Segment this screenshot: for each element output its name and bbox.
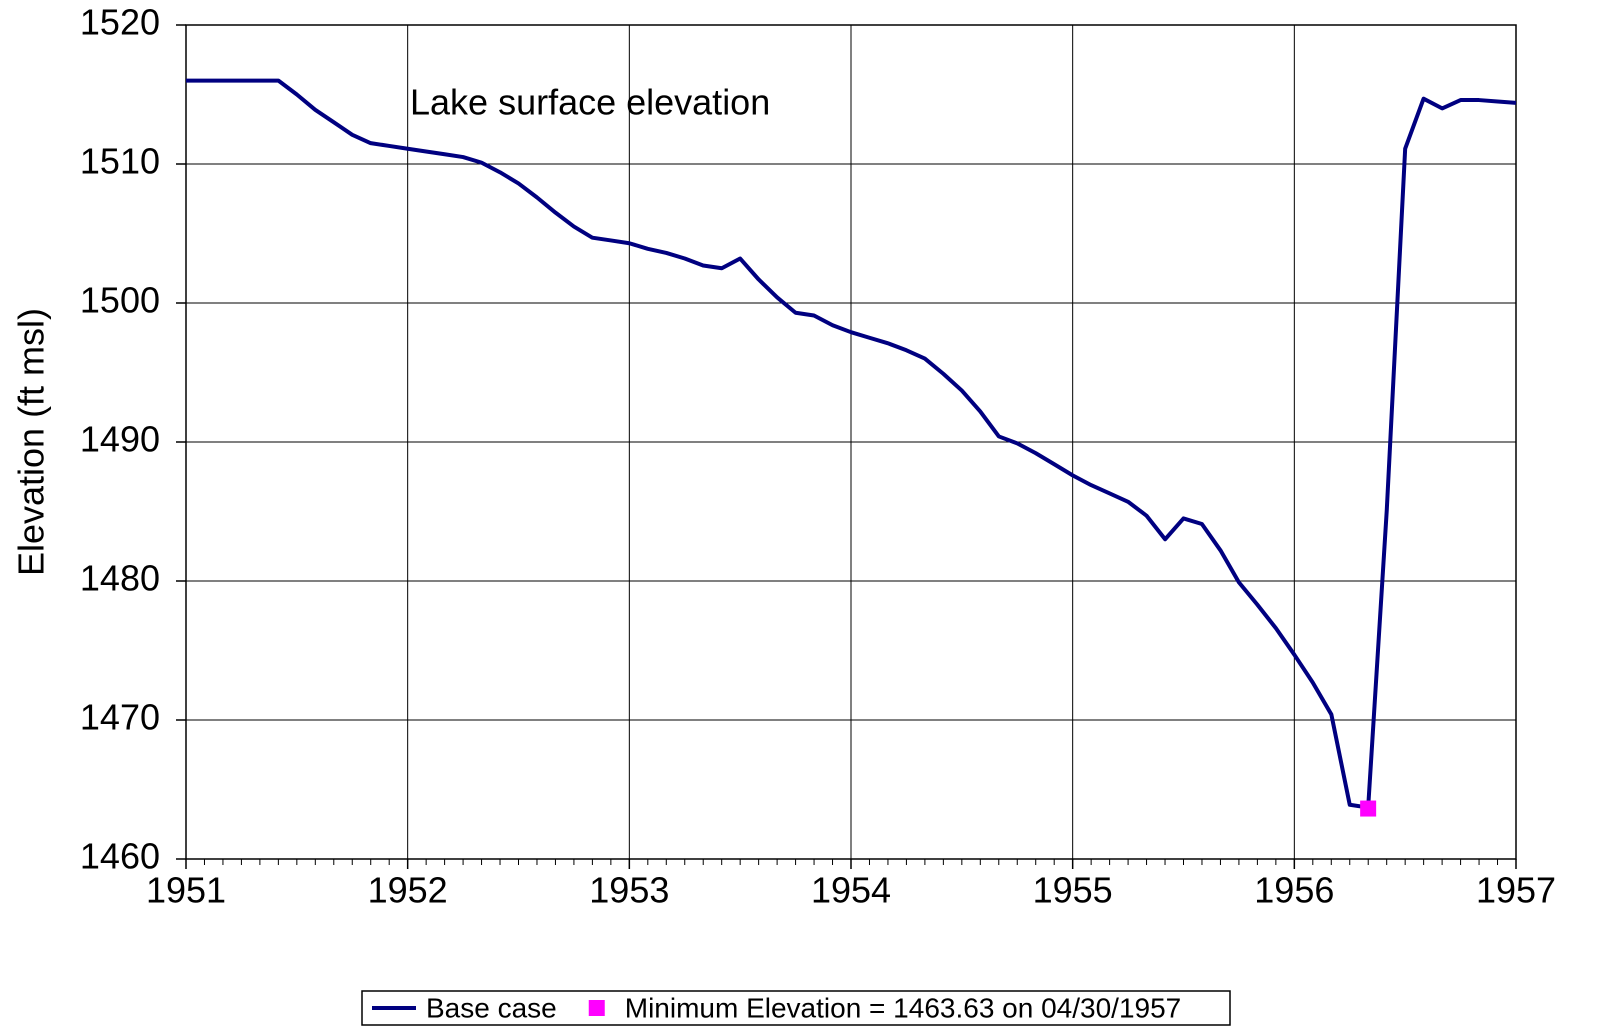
legend-swatch xyxy=(588,1000,605,1016)
y-tick-label: 1460 xyxy=(80,836,160,877)
min-marker xyxy=(1360,800,1377,817)
legend-label: Base case xyxy=(426,992,557,1023)
y-tick-label: 1490 xyxy=(80,419,160,460)
x-tick-label: 1956 xyxy=(1254,870,1334,911)
y-tick-label: 1480 xyxy=(80,558,160,599)
plot-frame xyxy=(185,24,1517,860)
y-tick-label: 1500 xyxy=(80,280,160,321)
x-tick-label: 1953 xyxy=(589,870,669,911)
y-tick-label: 1510 xyxy=(80,141,160,182)
x-tick-label: 1951 xyxy=(146,870,226,911)
x-tick-label: 1952 xyxy=(368,870,448,911)
x-tick-label: 1957 xyxy=(1476,870,1556,911)
line-series xyxy=(186,78,1517,810)
legend-box xyxy=(361,990,1231,1026)
annotation: Lake surface elevation xyxy=(410,82,770,123)
legend-label: Minimum Elevation = 1463.63 on 04/30/195… xyxy=(625,992,1182,1023)
y-tick-label: 1520 xyxy=(80,2,160,43)
x-tick-label: 1954 xyxy=(811,870,891,911)
y-tick-label: 1470 xyxy=(80,697,160,738)
x-tick-label: 1955 xyxy=(1033,870,1113,911)
y-axis-title: Elevation (ft msl) xyxy=(11,308,52,576)
